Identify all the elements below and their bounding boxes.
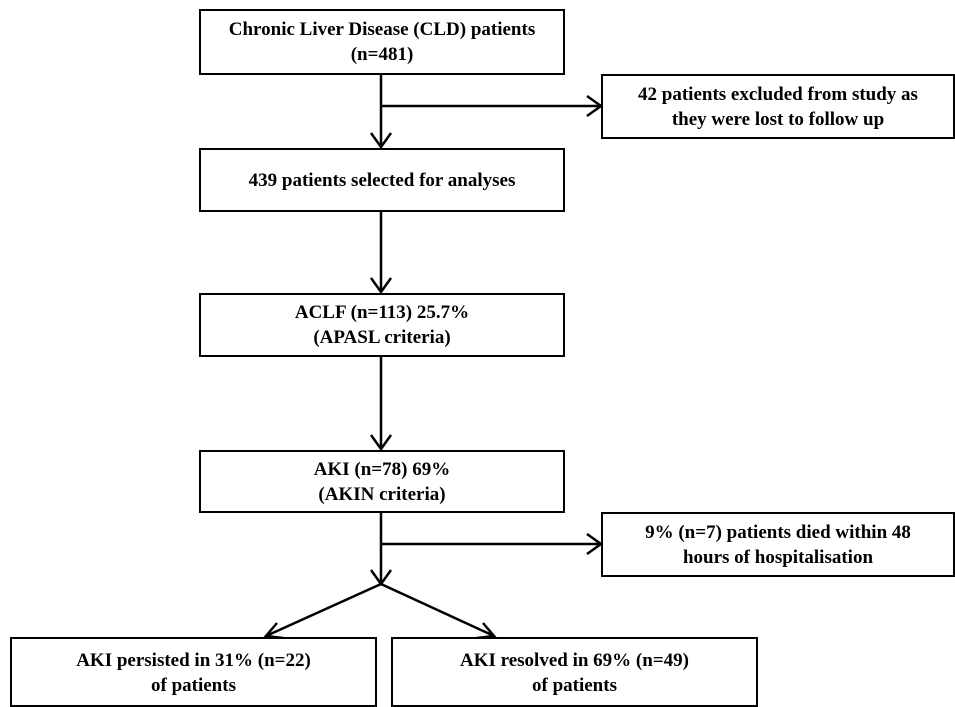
aki-persisted-box: AKI persisted in 31% (n=22) of patients bbox=[10, 637, 377, 707]
aclf-line-1: ACLF (n=113) 25.7% bbox=[294, 302, 470, 323]
resolved-line-2: of patients bbox=[532, 675, 617, 696]
selected-line-1: 439 patients selected for analyses bbox=[248, 169, 516, 191]
died-line-2: hours of hospitalisation bbox=[682, 546, 874, 568]
cld-patients-box: Chronic Liver Disease (CLD) patients (n=… bbox=[199, 9, 565, 75]
arrowhead-aclf-to-aki bbox=[369, 434, 393, 452]
aki-resolved-box: AKI resolved in 69% (n=49) of patients bbox=[391, 637, 758, 707]
died-box: 9% (n=7) patients died within 48 hours o… bbox=[601, 512, 955, 577]
arrowhead-selected-to-aclf bbox=[369, 277, 393, 295]
selected-patients-box: 439 patients selected for analyses bbox=[199, 148, 565, 212]
arrowhead-cld-to-selected bbox=[369, 132, 393, 150]
aclf-line-2: (APASL criteria) bbox=[313, 327, 451, 348]
persisted-line-2: of patients bbox=[151, 675, 236, 696]
aki-line-1: AKI (n=78) 69% bbox=[313, 458, 451, 480]
resolved-line-1: AKI resolved in 69% (n=49) bbox=[460, 650, 689, 671]
arrow-to-persisted bbox=[265, 582, 382, 638]
persisted-line-1: AKI persisted in 31% (n=22) bbox=[76, 650, 311, 671]
arrow-to-resolved bbox=[380, 582, 495, 638]
died-line-1: 9% (n=7) patients died within 48 bbox=[645, 521, 911, 543]
aki-box: AKI (n=78) 69% (AKIN criteria) bbox=[199, 450, 565, 513]
cld-line-2: (n=481) bbox=[350, 44, 414, 65]
aki-line-2: (AKIN criteria) bbox=[318, 483, 446, 505]
excluded-line-2: they were lost to follow up bbox=[671, 108, 885, 130]
excluded-line-1: 42 patients excluded from study as bbox=[638, 83, 918, 105]
excluded-patients-box: 42 patients excluded from study as they … bbox=[601, 74, 955, 139]
aclf-box: ACLF (n=113) 25.7% (APASL criteria) bbox=[199, 293, 565, 357]
cld-line-1: Chronic Liver Disease (CLD) patients bbox=[228, 19, 536, 40]
